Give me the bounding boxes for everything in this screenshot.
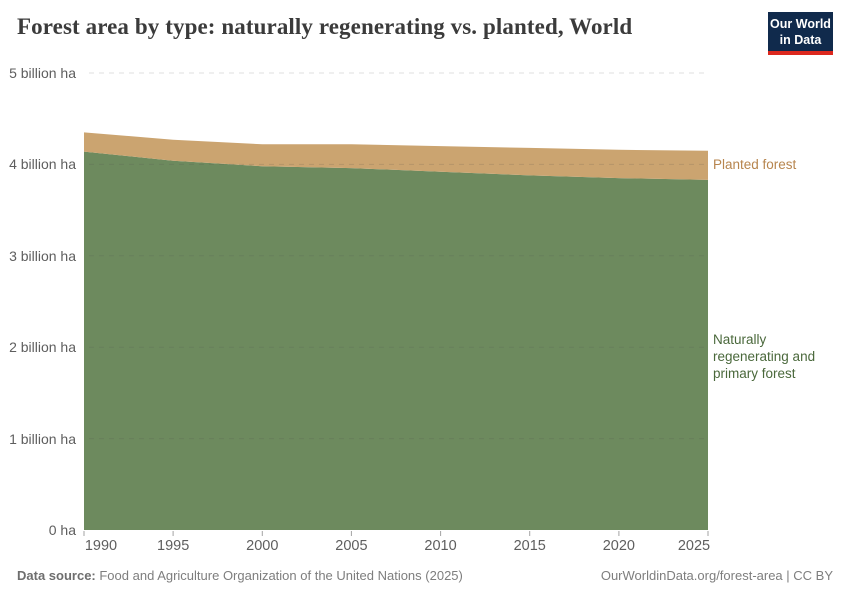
- data-source-note: Data source: Food and Agriculture Organi…: [17, 568, 463, 583]
- data-source-text: Food and Agriculture Organization of the…: [95, 568, 463, 583]
- series-label-planted-forest: Planted forest: [713, 157, 797, 173]
- page-title: Forest area by type: naturally regenerat…: [17, 14, 633, 39]
- owid-logo-line2: in Data: [779, 33, 822, 47]
- owid-logo: Our World in Data: [768, 12, 833, 55]
- area-naturally-regenerating: [84, 151, 708, 530]
- data-source-label: Data source:: [17, 568, 96, 583]
- credit-note: OurWorldinData.org/forest-area | CC BY: [600, 568, 833, 583]
- owid-logo-line1: Our World: [770, 17, 831, 31]
- area-planted-forest: [84, 132, 708, 180]
- series-label-naturally-regenerating: Naturally regenerating and primary fores…: [713, 331, 816, 381]
